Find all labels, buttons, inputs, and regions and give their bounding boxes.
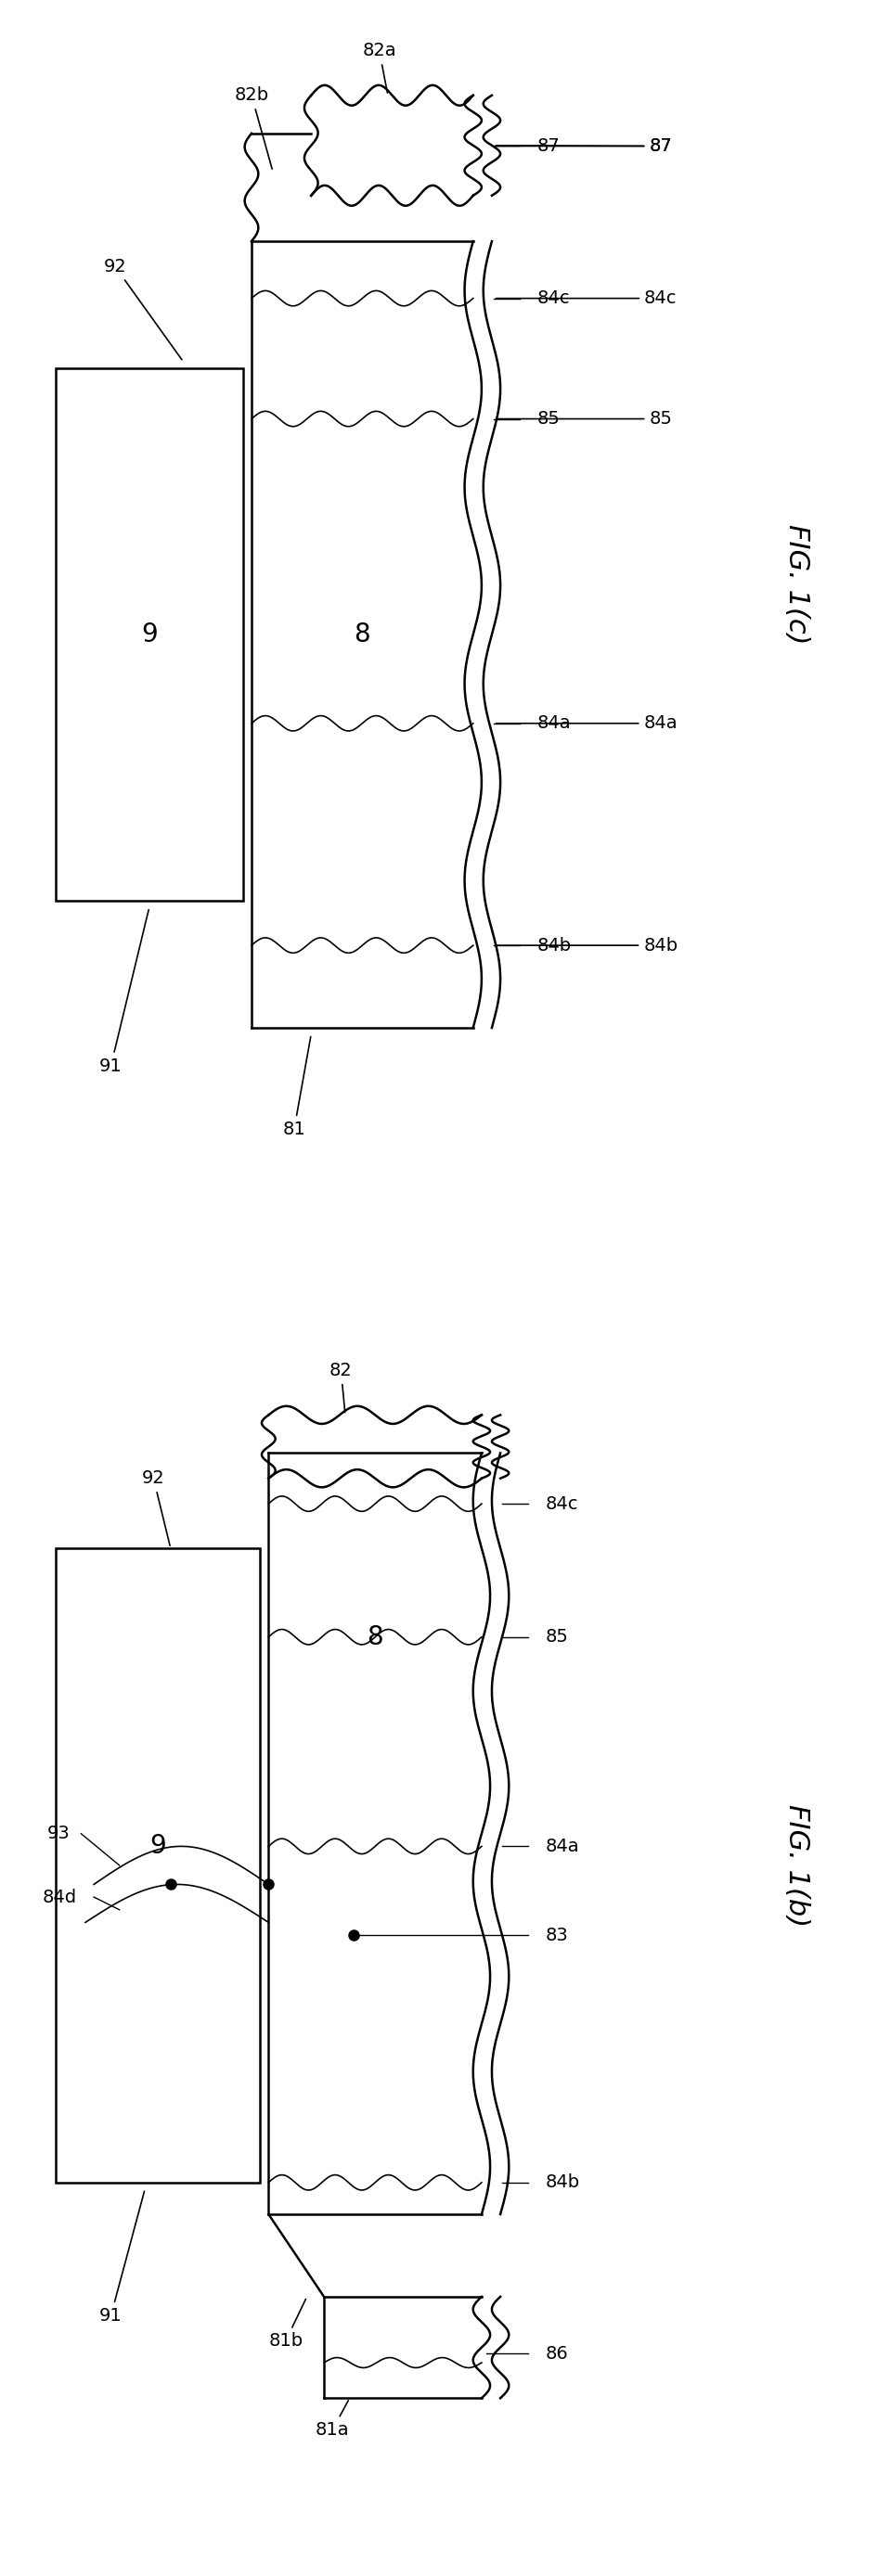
Text: 9: 9 — [149, 1834, 166, 1860]
Text: 87: 87 — [496, 137, 672, 155]
Text: 84d: 84d — [43, 1888, 77, 1906]
Text: 84c: 84c — [496, 289, 677, 307]
Text: 86: 86 — [545, 2344, 568, 2362]
Text: FIG. 1(c): FIG. 1(c) — [783, 523, 810, 644]
Text: 91: 91 — [99, 909, 148, 1074]
Text: 87: 87 — [537, 137, 560, 155]
Text: 91: 91 — [99, 2192, 144, 2324]
Text: 93: 93 — [47, 1824, 70, 1842]
Text: 85: 85 — [496, 410, 673, 428]
Text: 82: 82 — [329, 1363, 352, 1412]
Text: 9: 9 — [141, 621, 157, 647]
Text: 84a: 84a — [545, 1837, 579, 1855]
Text: 84c: 84c — [545, 1494, 579, 1512]
Text: 87: 87 — [496, 137, 672, 155]
Text: 8: 8 — [354, 621, 371, 647]
Text: 92: 92 — [104, 258, 182, 361]
Text: 81a: 81a — [315, 2401, 349, 2439]
Text: 84b: 84b — [537, 938, 572, 953]
Bar — [55, 368, 243, 902]
Text: 81b: 81b — [269, 2298, 306, 2349]
Text: 92: 92 — [142, 1468, 170, 1546]
Text: 82a: 82a — [363, 41, 396, 93]
Text: 82b: 82b — [234, 88, 272, 170]
Text: FIG. 1(b): FIG. 1(b) — [783, 1803, 810, 1927]
Text: 85: 85 — [537, 410, 560, 428]
Text: 84a: 84a — [496, 714, 678, 732]
Text: 8: 8 — [367, 1623, 384, 1651]
Text: 84c: 84c — [537, 289, 570, 307]
Text: 81: 81 — [283, 1036, 311, 1139]
Text: 84b: 84b — [545, 2174, 580, 2192]
Text: 83: 83 — [545, 1927, 568, 1945]
Bar — [55, 1548, 260, 2182]
Text: 85: 85 — [545, 1628, 569, 1646]
Text: 84a: 84a — [537, 714, 571, 732]
Text: 84b: 84b — [496, 938, 678, 953]
